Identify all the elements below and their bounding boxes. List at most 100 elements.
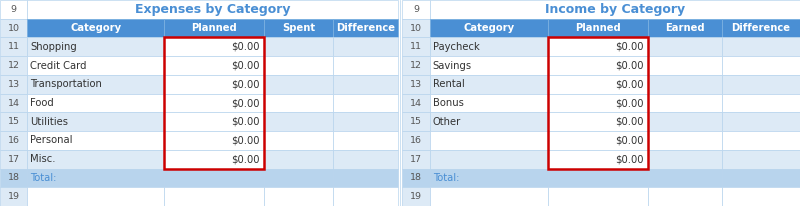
- Bar: [0, 75, 27, 94]
- Text: 17: 17: [8, 155, 19, 164]
- Bar: [402, 94, 430, 112]
- Text: $0.00: $0.00: [615, 117, 643, 127]
- Bar: [27, 37, 164, 56]
- Bar: [264, 75, 333, 94]
- Text: $0.00: $0.00: [615, 98, 643, 108]
- Bar: [0, 0, 27, 19]
- Bar: [430, 75, 548, 94]
- Bar: [648, 131, 722, 150]
- Text: Rental: Rental: [433, 79, 465, 89]
- Bar: [402, 0, 430, 19]
- Text: 18: 18: [410, 173, 422, 182]
- Bar: [430, 150, 548, 169]
- Text: $0.00: $0.00: [615, 136, 643, 145]
- Text: $0.00: $0.00: [231, 61, 259, 70]
- Bar: [164, 187, 264, 206]
- Bar: [648, 150, 722, 169]
- Text: $0.00: $0.00: [615, 154, 643, 164]
- Text: 16: 16: [8, 136, 19, 145]
- Bar: [722, 187, 800, 206]
- Bar: [648, 75, 722, 94]
- Bar: [164, 112, 264, 131]
- Bar: [264, 187, 333, 206]
- Text: $0.00: $0.00: [231, 98, 259, 108]
- Text: 18: 18: [8, 173, 19, 182]
- Bar: [430, 169, 548, 187]
- Text: 19: 19: [8, 192, 19, 201]
- Bar: [402, 187, 430, 206]
- Bar: [722, 112, 800, 131]
- Text: Income by Category: Income by Category: [545, 3, 685, 16]
- Text: $0.00: $0.00: [231, 117, 259, 127]
- Bar: [648, 19, 722, 37]
- Bar: [333, 75, 398, 94]
- Bar: [548, 19, 648, 37]
- Text: 10: 10: [410, 24, 422, 33]
- Bar: [333, 94, 398, 112]
- Text: $0.00: $0.00: [231, 79, 259, 89]
- Bar: [648, 94, 722, 112]
- Text: Food: Food: [30, 98, 54, 108]
- Text: 12: 12: [8, 61, 19, 70]
- Text: 12: 12: [410, 61, 422, 70]
- Text: 16: 16: [410, 136, 422, 145]
- Bar: [430, 187, 548, 206]
- Bar: [264, 94, 333, 112]
- Bar: [264, 150, 333, 169]
- Bar: [548, 169, 648, 187]
- Text: Category: Category: [463, 23, 514, 33]
- Bar: [333, 150, 398, 169]
- Text: Utilities: Utilities: [30, 117, 69, 127]
- Bar: [722, 37, 800, 56]
- Bar: [27, 131, 164, 150]
- Text: Difference: Difference: [336, 23, 394, 33]
- Bar: [548, 150, 648, 169]
- Bar: [722, 131, 800, 150]
- Text: Total:: Total:: [30, 173, 57, 183]
- Bar: [333, 56, 398, 75]
- Bar: [27, 19, 164, 37]
- Bar: [430, 0, 800, 19]
- Bar: [402, 75, 430, 94]
- Bar: [0, 131, 27, 150]
- Bar: [722, 19, 800, 37]
- Bar: [333, 131, 398, 150]
- Bar: [722, 150, 800, 169]
- Bar: [333, 169, 398, 187]
- Bar: [333, 37, 398, 56]
- Bar: [430, 94, 548, 112]
- Bar: [548, 37, 648, 56]
- Bar: [430, 56, 548, 75]
- Text: 13: 13: [7, 80, 20, 89]
- Text: $0.00: $0.00: [231, 154, 259, 164]
- Bar: [164, 94, 264, 112]
- Text: Planned: Planned: [575, 23, 621, 33]
- Bar: [0, 37, 27, 56]
- Bar: [333, 112, 398, 131]
- Bar: [402, 56, 430, 75]
- Bar: [164, 19, 264, 37]
- Text: 14: 14: [410, 98, 422, 108]
- Bar: [264, 169, 333, 187]
- Bar: [164, 131, 264, 150]
- Bar: [27, 150, 164, 169]
- Bar: [402, 169, 430, 187]
- Text: Bonus: Bonus: [433, 98, 464, 108]
- Text: 11: 11: [8, 42, 19, 51]
- Bar: [27, 0, 398, 19]
- Bar: [548, 94, 648, 112]
- Bar: [164, 150, 264, 169]
- Bar: [402, 37, 430, 56]
- Bar: [27, 94, 164, 112]
- Bar: [27, 75, 164, 94]
- Bar: [648, 187, 722, 206]
- Bar: [164, 75, 264, 94]
- Text: Spent: Spent: [282, 23, 315, 33]
- Text: Earned: Earned: [666, 23, 705, 33]
- Text: Credit Card: Credit Card: [30, 61, 87, 70]
- Text: 13: 13: [410, 80, 422, 89]
- Bar: [648, 56, 722, 75]
- Bar: [264, 37, 333, 56]
- Text: Transportation: Transportation: [30, 79, 102, 89]
- Text: Planned: Planned: [191, 23, 237, 33]
